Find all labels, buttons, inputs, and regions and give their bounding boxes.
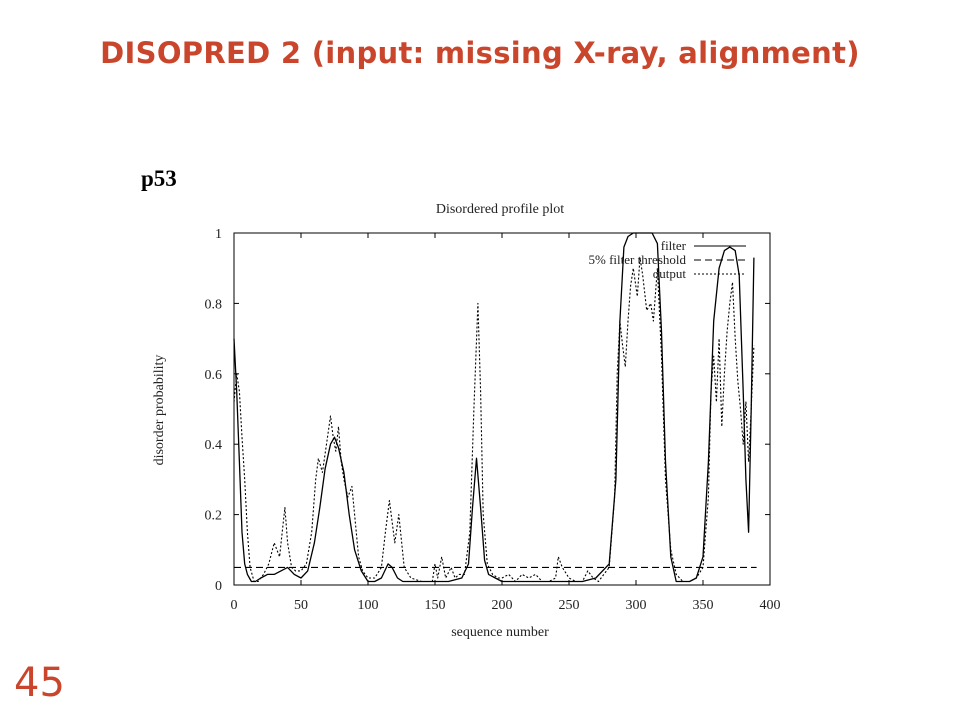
y-axis-label: disorder probability — [152, 355, 167, 466]
legend-label-filter: filter — [661, 238, 687, 253]
x-tick-label: 0 — [231, 598, 238, 613]
y-tick-label: 0.6 — [205, 368, 223, 383]
plot-border — [233, 232, 771, 586]
y-tick-label: 0.4 — [205, 438, 223, 453]
legend-label-output: output — [653, 266, 687, 281]
y-tick-label: 1 — [215, 227, 222, 242]
y-tick-label: 0.2 — [205, 509, 223, 524]
x-tick-label: 100 — [358, 598, 379, 613]
x-tick-label: 50 — [294, 598, 308, 613]
y-tick-label: 0.8 — [205, 297, 223, 312]
axis-ticks: 0 50 100 150 200 250 300 350 400 0 0.2 0.4 0.6 0.8 1 — [205, 227, 781, 613]
legend-label-5-filter-threshold: 5% filter threshold — [589, 252, 687, 267]
x-tick-label: 250 — [559, 598, 580, 613]
x-tick-label: 400 — [760, 598, 781, 613]
x-tick-label: 350 — [693, 598, 714, 613]
x-axis-label: sequence number — [451, 625, 549, 640]
series-line-output — [233, 257, 755, 583]
x-tick-label: 200 — [492, 598, 513, 613]
series-layer — [233, 232, 757, 583]
y-tick-label: 0 — [215, 579, 222, 594]
chart-title: Disordered profile plot — [436, 202, 564, 217]
slide-number: 45 — [14, 660, 65, 706]
series-line-filter — [233, 232, 755, 583]
x-tick-label: 150 — [425, 598, 446, 613]
slide-title: DISOPRED 2 (input: missing X-ray, alignm… — [100, 36, 860, 70]
protein-label: p53 — [141, 166, 177, 191]
plot-frame — [233, 232, 771, 586]
x-tick-label: 300 — [626, 598, 647, 613]
